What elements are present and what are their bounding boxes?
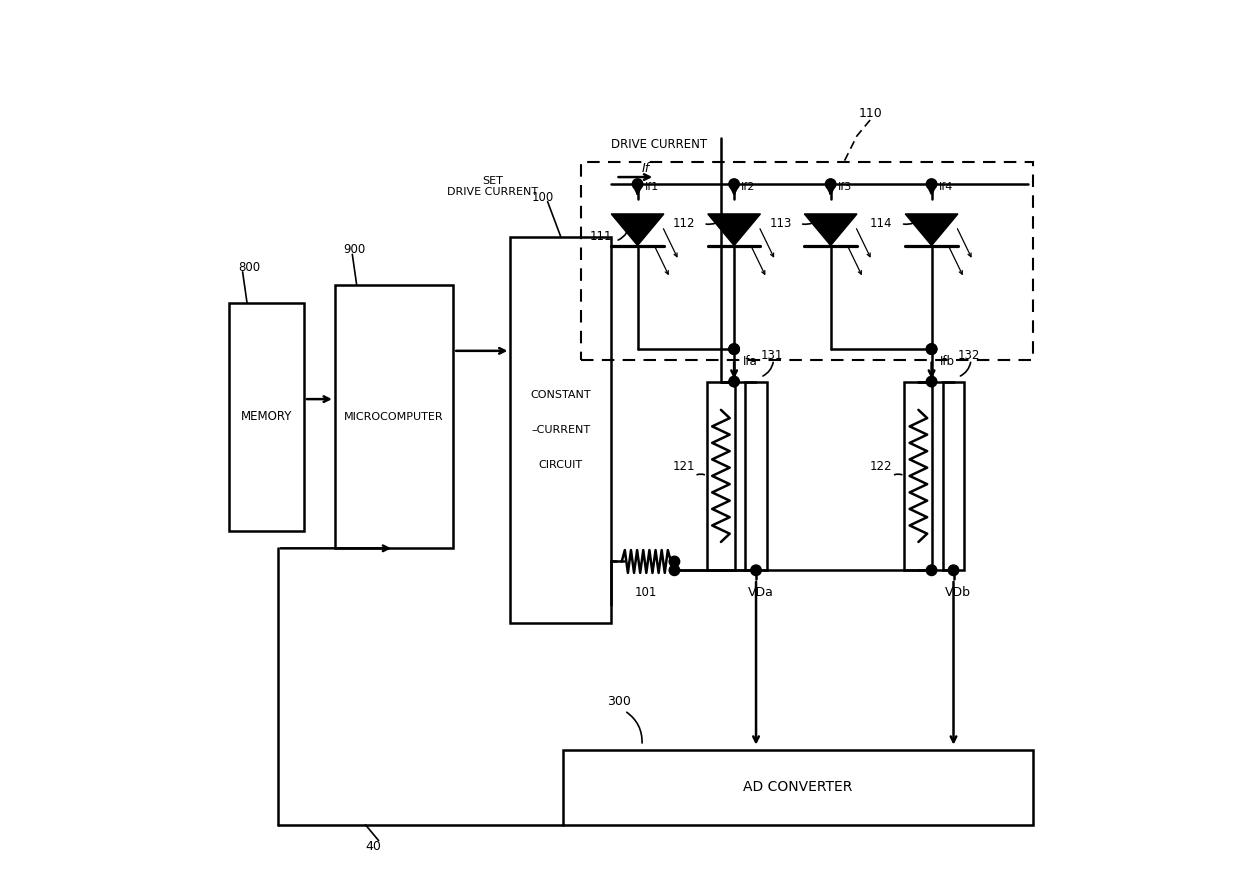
Text: VDa: VDa (748, 586, 774, 599)
Text: 121: 121 (672, 460, 696, 473)
Text: AD CONVERTER: AD CONVERTER (743, 781, 852, 795)
Text: DRIVE CURRENT: DRIVE CURRENT (611, 138, 708, 152)
Text: Ifb: Ifb (940, 355, 955, 368)
Text: 122: 122 (870, 460, 893, 473)
Text: SET
DRIVE CURRENT: SET DRIVE CURRENT (448, 175, 538, 198)
Text: If: If (642, 162, 650, 175)
Circle shape (750, 565, 761, 576)
Text: 101: 101 (635, 586, 657, 599)
Circle shape (826, 179, 836, 190)
Text: If3: If3 (838, 182, 852, 191)
Circle shape (632, 179, 642, 190)
Text: 40: 40 (366, 840, 382, 853)
Circle shape (926, 377, 937, 387)
Text: If2: If2 (742, 182, 755, 191)
Text: 131: 131 (760, 349, 782, 361)
Circle shape (926, 179, 937, 190)
Circle shape (926, 344, 937, 354)
Text: –CURRENT: –CURRENT (531, 424, 590, 435)
Text: MICROCOMPUTER: MICROCOMPUTER (345, 412, 444, 422)
Circle shape (926, 344, 937, 354)
Circle shape (729, 344, 739, 354)
Text: CIRCUIT: CIRCUIT (538, 460, 583, 470)
Polygon shape (611, 214, 663, 245)
Text: 114: 114 (870, 217, 893, 230)
Circle shape (729, 179, 739, 190)
Text: 900: 900 (343, 244, 366, 256)
Bar (942, 382, 965, 571)
Circle shape (670, 556, 680, 567)
Text: CONSTANT: CONSTANT (531, 390, 591, 400)
Circle shape (729, 344, 739, 354)
Circle shape (729, 377, 739, 387)
Circle shape (949, 565, 959, 576)
Text: 100: 100 (532, 190, 554, 204)
Bar (745, 382, 768, 571)
Text: 113: 113 (769, 217, 791, 230)
Bar (904, 382, 932, 571)
Bar (511, 237, 611, 623)
Bar (707, 382, 735, 571)
Bar (580, 162, 1033, 360)
Text: 110: 110 (858, 107, 882, 120)
Text: MEMORY: MEMORY (241, 410, 293, 424)
Text: 111: 111 (589, 230, 611, 244)
Text: 800: 800 (238, 261, 260, 274)
Text: 300: 300 (606, 696, 631, 709)
Bar (335, 285, 454, 548)
Circle shape (670, 565, 680, 576)
Polygon shape (805, 214, 857, 245)
Text: 112: 112 (672, 217, 696, 230)
Circle shape (926, 565, 937, 576)
Text: If4: If4 (939, 182, 954, 191)
Polygon shape (905, 214, 959, 245)
Text: If1: If1 (645, 182, 658, 191)
Text: 132: 132 (959, 349, 981, 361)
Text: VDb: VDb (945, 586, 971, 599)
Bar (229, 303, 304, 531)
Polygon shape (708, 214, 760, 245)
Bar (563, 750, 1033, 825)
Text: Ifa: Ifa (743, 355, 758, 368)
